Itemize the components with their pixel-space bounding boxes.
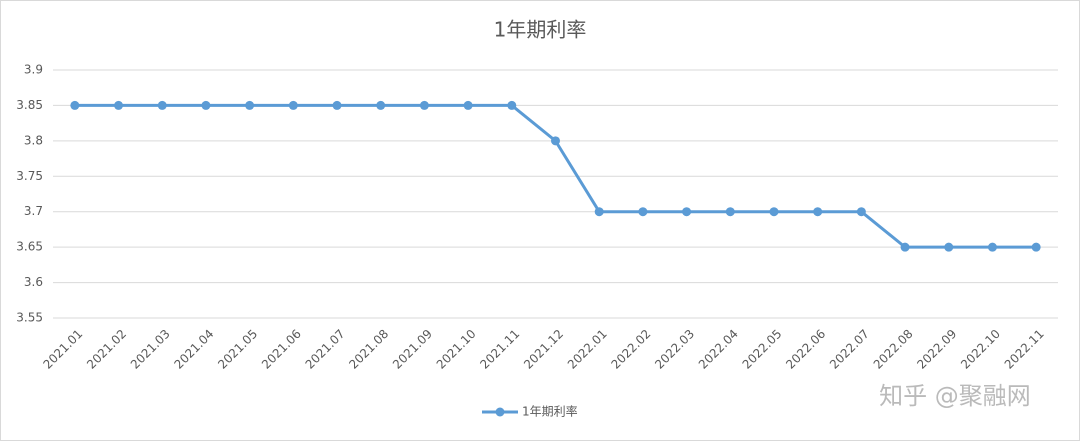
watermark: 知乎 @聚融网 (879, 382, 1031, 410)
y-tick-label: 3.85 (16, 98, 43, 112)
point (1031, 242, 1041, 252)
point (638, 207, 648, 217)
point (856, 207, 866, 217)
point (463, 100, 473, 110)
point (987, 242, 997, 252)
y-tick-label: 3.6 (24, 275, 43, 289)
y-tick-label: 3.8 (24, 133, 43, 147)
point (769, 207, 779, 217)
point (813, 207, 823, 217)
point (594, 207, 604, 217)
point (725, 207, 735, 217)
point (376, 100, 386, 110)
legend-label: 1年期利率 (522, 404, 578, 419)
chart-title: 1年期利率 (494, 18, 587, 42)
point (288, 100, 298, 110)
point (70, 100, 80, 110)
y-tick-label: 3.55 (16, 311, 43, 325)
y-tick-label: 3.75 (16, 169, 43, 183)
point (507, 100, 517, 110)
point (419, 100, 429, 110)
y-tick-label: 3.7 (24, 204, 43, 218)
y-tick-label: 3.65 (16, 240, 43, 254)
point (682, 207, 692, 217)
point (114, 100, 124, 110)
point (332, 100, 342, 110)
point (201, 100, 211, 110)
point (245, 100, 255, 110)
y-tick-label: 3.9 (24, 63, 43, 77)
point (944, 242, 954, 252)
point (900, 242, 910, 252)
point (551, 136, 560, 146)
point (157, 100, 167, 110)
legend-marker (495, 407, 505, 417)
